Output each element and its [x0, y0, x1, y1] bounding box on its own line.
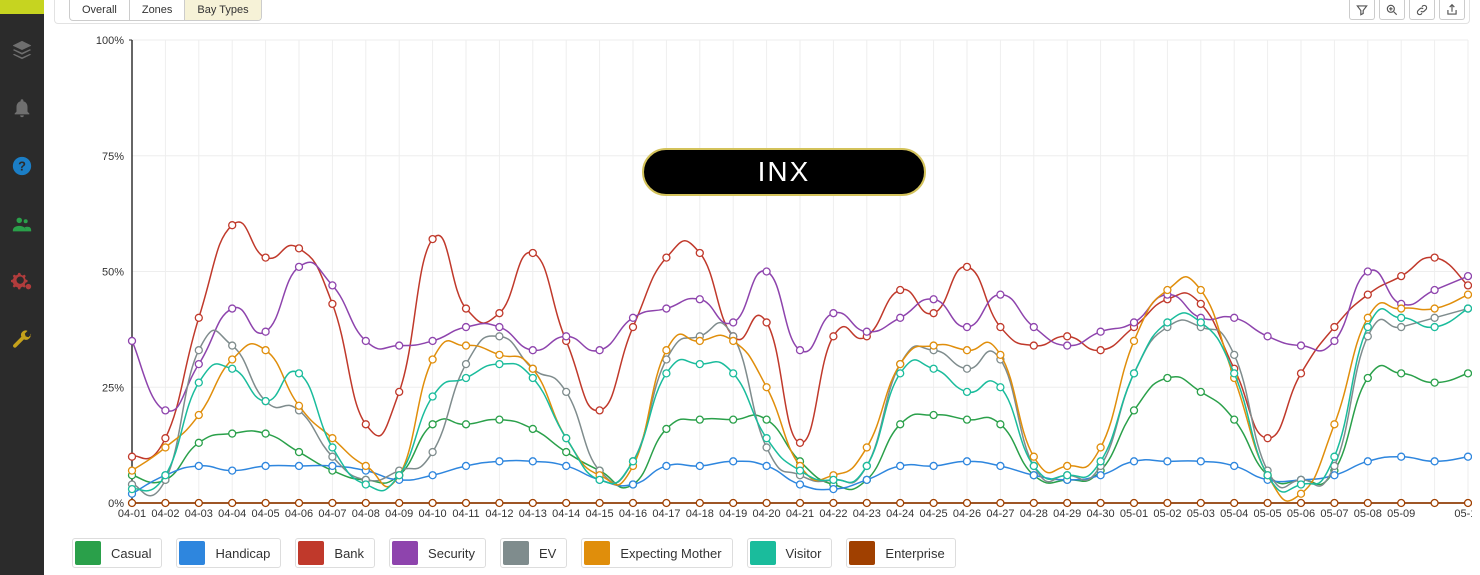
legend-item-handicap[interactable]: Handicap	[176, 538, 281, 568]
main: OverallZonesBay Types 0%25%50%75%100%04-…	[44, 0, 1480, 575]
svg-text:04-10: 04-10	[419, 508, 447, 520]
tabs: OverallZonesBay Types	[69, 0, 262, 21]
svg-text:04-08: 04-08	[352, 508, 380, 520]
legend-label: Casual	[111, 546, 151, 561]
svg-text:04-21: 04-21	[786, 508, 814, 520]
chart: 0%25%50%75%100%04-0104-0204-0304-0404-05…	[72, 30, 1472, 528]
svg-text:04-28: 04-28	[1020, 508, 1048, 520]
svg-text:05-09: 05-09	[1387, 508, 1415, 520]
svg-text:05-04: 05-04	[1220, 508, 1248, 520]
legend-item-security[interactable]: Security	[389, 538, 486, 568]
tab-zones[interactable]: Zones	[130, 0, 186, 20]
legend-item-bank[interactable]: Bank	[295, 538, 375, 568]
logo	[0, 0, 44, 14]
legend-label: Bank	[334, 546, 364, 561]
svg-text:04-15: 04-15	[586, 508, 614, 520]
svg-text:04-26: 04-26	[953, 508, 981, 520]
svg-text:04-06: 04-06	[285, 508, 313, 520]
bell-icon[interactable]	[0, 86, 44, 130]
legend-item-ev[interactable]: EV	[500, 538, 567, 568]
svg-text:04-25: 04-25	[920, 508, 948, 520]
link-button[interactable]	[1409, 0, 1435, 20]
svg-text:05-06: 05-06	[1287, 508, 1315, 520]
svg-text:04-11: 04-11	[452, 508, 479, 520]
legend-swatch	[503, 541, 529, 565]
svg-text:04-04: 04-04	[218, 508, 246, 520]
legend-item-expecting-mother[interactable]: Expecting Mother	[581, 538, 732, 568]
legend-swatch	[75, 541, 101, 565]
svg-text:04-09: 04-09	[385, 508, 413, 520]
svg-text:04-29: 04-29	[1053, 508, 1081, 520]
svg-text:04-19: 04-19	[719, 508, 747, 520]
legend-label: Enterprise	[885, 546, 944, 561]
svg-text:04-02: 04-02	[151, 508, 179, 520]
svg-text:04-03: 04-03	[185, 508, 213, 520]
svg-text:04-07: 04-07	[318, 508, 346, 520]
gears-icon[interactable]	[0, 260, 44, 304]
legend-label: Visitor	[786, 546, 822, 561]
svg-text:04-23: 04-23	[853, 508, 881, 520]
legend-swatch	[750, 541, 776, 565]
svg-text:75%: 75%	[102, 151, 124, 163]
svg-text:04-14: 04-14	[552, 508, 580, 520]
legend-label: EV	[539, 546, 556, 561]
svg-text:05-08: 05-08	[1354, 508, 1382, 520]
legend-swatch	[298, 541, 324, 565]
svg-text:04-20: 04-20	[753, 508, 781, 520]
svg-text:50%: 50%	[102, 267, 124, 279]
sidebar: ?	[0, 0, 44, 575]
svg-text:04-13: 04-13	[519, 508, 547, 520]
svg-text:04-01: 04-01	[118, 508, 146, 520]
svg-text:05-05: 05-05	[1254, 508, 1282, 520]
svg-text:04-30: 04-30	[1087, 508, 1115, 520]
legend-label: Security	[428, 546, 475, 561]
legend-swatch	[392, 541, 418, 565]
export-button[interactable]	[1439, 0, 1465, 20]
tabs-bar: OverallZonesBay Types	[54, 0, 1470, 24]
legend-swatch	[179, 541, 205, 565]
svg-text:04-24: 04-24	[886, 508, 914, 520]
tab-overall[interactable]: Overall	[70, 0, 130, 20]
users-icon[interactable]	[0, 202, 44, 246]
svg-text:04-12: 04-12	[485, 508, 513, 520]
tab-bay-types[interactable]: Bay Types	[185, 0, 260, 20]
svg-text:05-03: 05-03	[1187, 508, 1215, 520]
legend-label: Expecting Mother	[620, 546, 721, 561]
legend: Casual Handicap Bank Security EV Expecting Mo…	[72, 538, 1472, 568]
legend-item-visitor[interactable]: Visitor	[747, 538, 833, 568]
filter-button[interactable]	[1349, 0, 1375, 20]
toolbar	[1349, 0, 1465, 20]
svg-text:05-01: 05-01	[1120, 508, 1148, 520]
svg-text:?: ?	[18, 159, 26, 174]
wrench-icon[interactable]	[0, 318, 44, 362]
zoom-button[interactable]	[1379, 0, 1405, 20]
svg-text:04-22: 04-22	[819, 508, 847, 520]
svg-text:04-05: 04-05	[252, 508, 280, 520]
overlay-label: INX	[758, 156, 811, 188]
svg-text:05-07: 05-07	[1320, 508, 1348, 520]
help-icon[interactable]: ?	[0, 144, 44, 188]
svg-text:04-27: 04-27	[986, 508, 1014, 520]
svg-text:05-02: 05-02	[1153, 508, 1181, 520]
svg-text:100%: 100%	[96, 35, 124, 47]
legend-item-enterprise[interactable]: Enterprise	[846, 538, 955, 568]
layers-icon[interactable]	[0, 28, 44, 72]
svg-text:04-18: 04-18	[686, 508, 714, 520]
svg-text:05-11: 05-11	[1454, 508, 1472, 520]
svg-text:25%: 25%	[102, 382, 124, 394]
legend-swatch	[849, 541, 875, 565]
legend-item-casual[interactable]: Casual	[72, 538, 162, 568]
legend-swatch	[584, 541, 610, 565]
legend-label: Handicap	[215, 546, 270, 561]
svg-text:04-17: 04-17	[652, 508, 680, 520]
svg-text:04-16: 04-16	[619, 508, 647, 520]
overlay-badge: INX	[642, 148, 926, 196]
